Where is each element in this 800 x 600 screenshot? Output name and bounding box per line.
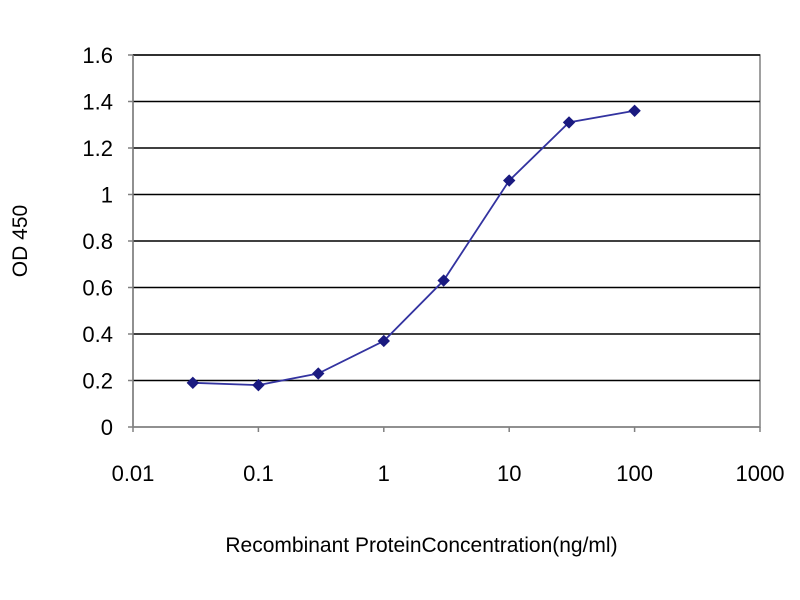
axes xyxy=(128,54,761,432)
data-point-5 xyxy=(502,174,516,187)
series-line-0 xyxy=(192,109,635,387)
x-tick-label-5: 1000 xyxy=(736,461,785,486)
data-point-6 xyxy=(562,116,576,129)
y-tick-label-4: 0.8 xyxy=(82,229,113,254)
y-tick-labels: 0 0.2 0.4 0.6 0.8 1 1.2 1.4 1.6 xyxy=(82,43,113,440)
data-point-7 xyxy=(628,104,641,118)
y-tick-label-6: 1.2 xyxy=(82,136,113,161)
data-point-2 xyxy=(312,367,325,380)
data-point-1 xyxy=(252,378,265,392)
x-tick-labels: 0.01 0.1 1 10 100 1000 xyxy=(112,461,785,486)
y-tick-label-7: 1.4 xyxy=(82,90,113,115)
y-axis-title: OD 450 xyxy=(9,205,32,277)
series-lines xyxy=(192,109,635,387)
x-tick-label-1: 0.1 xyxy=(243,461,274,486)
x-axis-title: Recombinant ProteinConcentration(ng/ml) xyxy=(225,534,617,557)
y-tick-label-8: 1.6 xyxy=(82,43,113,68)
grid-lines xyxy=(133,54,760,382)
x-tick-label-2: 1 xyxy=(378,461,390,486)
x-tick-label-4: 100 xyxy=(616,461,653,486)
y-tick-label-0: 0 xyxy=(101,415,113,440)
data-point-4 xyxy=(437,274,450,287)
y-tick-label-2: 0.4 xyxy=(82,322,113,347)
y-tick-label-1: 0.2 xyxy=(82,369,113,394)
y-tick-label-3: 0.6 xyxy=(82,276,113,301)
series-markers xyxy=(186,104,641,392)
x-tick-label-3: 10 xyxy=(497,461,521,486)
data-point-3 xyxy=(377,334,391,348)
data-point-0 xyxy=(186,376,200,390)
y-tick-label-5: 1 xyxy=(101,183,113,208)
x-tick-label-0: 0.01 xyxy=(112,461,155,486)
